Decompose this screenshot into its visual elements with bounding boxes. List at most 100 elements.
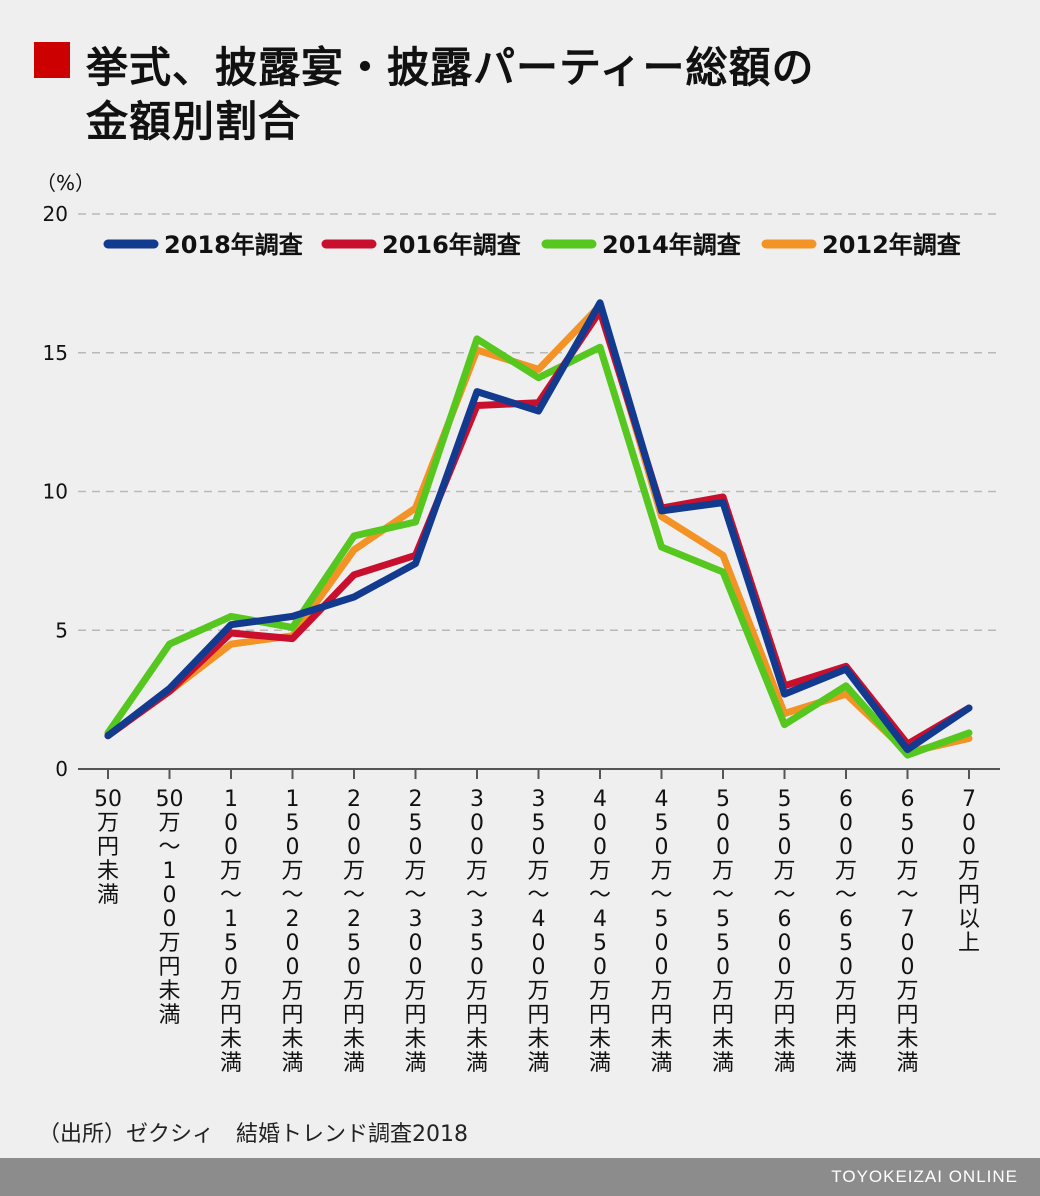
category-label-11-char-4: 〜 [773, 883, 795, 908]
category-label-3-char-6: 0 [286, 931, 300, 956]
category-label-1-char-6: 万 [158, 931, 180, 956]
category-label-0-char-0: 50 [94, 787, 122, 812]
category-label-10-char-7: 0 [716, 955, 730, 980]
series-line-2016年調査 [104, 307, 973, 748]
category-label-2-char-7: 0 [224, 955, 238, 980]
category-label-14-char-0: 7 [962, 787, 976, 812]
category-label-3-char-5: 2 [286, 907, 300, 932]
category-label-5-char-0: 2 [409, 787, 423, 812]
series-line-2018年調査 [104, 299, 973, 754]
footer-bar: TOYOKEIZAI ONLINE [0, 1158, 1040, 1196]
category-label-4-char-6: 5 [347, 931, 361, 956]
category-label-9-char-9: 円 [650, 1003, 672, 1028]
category-label-2-char-2: 0 [224, 835, 238, 860]
category-label-12-char-5: 6 [839, 907, 853, 932]
category-label-6-char-5: 3 [470, 907, 484, 932]
category-label-12-char-2: 0 [839, 835, 853, 860]
category-label-10-char-4: 〜 [712, 883, 734, 908]
legend-label-2016年調査: 2016年調査 [382, 231, 521, 259]
category-label-3-char-4: 〜 [281, 883, 303, 908]
category-label-5-char-8: 万 [404, 979, 426, 1004]
category-label-12-char-3: 万 [835, 859, 857, 884]
category-label-5-char-6: 0 [409, 931, 423, 956]
category-label-6-char-2: 0 [470, 835, 484, 860]
category-label-3-char-8: 万 [281, 979, 303, 1004]
category-label-6-char-6: 5 [470, 931, 484, 956]
category-label-13-char-9: 円 [896, 1003, 918, 1028]
category-label-13-char-7: 0 [901, 955, 915, 980]
category-label-7-char-11: 満 [527, 1051, 549, 1076]
category-label-7-char-1: 5 [532, 811, 546, 836]
category-labels: 50万円未満50万〜100万円未満100万〜150万円未満150万〜200万円未… [94, 787, 980, 1076]
category-label-5-char-10: 未 [404, 1027, 426, 1052]
category-label-12-char-6: 5 [839, 931, 853, 956]
category-label-4-char-3: 万 [343, 859, 365, 884]
category-label-7-char-2: 0 [532, 835, 546, 860]
category-label-3-char-7: 0 [286, 955, 300, 980]
category-label-5-char-3: 万 [404, 859, 426, 884]
category-label-2-char-9: 円 [220, 1003, 242, 1028]
category-label-12-char-1: 0 [839, 811, 853, 836]
legend-label-2014年調査: 2014年調査 [602, 231, 741, 259]
category-label-5-char-5: 3 [409, 907, 423, 932]
category-label-11-char-11: 満 [773, 1051, 795, 1076]
category-label-1-char-8: 未 [158, 979, 180, 1004]
category-label-12-char-8: 万 [835, 979, 857, 1004]
category-label-5-char-1: 5 [409, 811, 423, 836]
category-label-2-char-3: 万 [220, 859, 242, 884]
category-label-12-char-4: 〜 [835, 883, 857, 908]
category-label-3-char-0: 1 [286, 787, 300, 812]
category-label-1-char-2: 〜 [158, 835, 180, 860]
category-label-6-char-8: 万 [466, 979, 488, 1004]
category-label-8-char-1: 0 [593, 811, 607, 836]
category-label-10-char-6: 5 [716, 931, 730, 956]
category-label-10-char-2: 0 [716, 835, 730, 860]
category-label-13-char-10: 未 [896, 1027, 918, 1052]
category-label-2-char-0: 1 [224, 787, 238, 812]
category-label-6-char-11: 満 [466, 1051, 488, 1076]
category-label-9-char-6: 0 [655, 931, 669, 956]
category-label-9-char-0: 4 [655, 787, 669, 812]
category-label-11-char-1: 5 [778, 811, 792, 836]
category-label-12-char-0: 6 [839, 787, 853, 812]
category-label-4-char-7: 0 [347, 955, 361, 980]
category-label-9-char-10: 未 [650, 1027, 672, 1052]
category-label-12-char-10: 未 [835, 1027, 857, 1052]
category-label-14-char-4: 円 [958, 883, 980, 908]
category-label-1-char-0: 50 [156, 787, 184, 812]
category-label-2-char-6: 5 [224, 931, 238, 956]
category-label-1-char-4: 0 [163, 883, 177, 908]
category-label-14-char-2: 0 [962, 835, 976, 860]
category-label-1-char-3: 1 [163, 859, 177, 884]
category-label-6-char-1: 0 [470, 811, 484, 836]
category-label-13-char-5: 7 [901, 907, 915, 932]
category-label-11-char-2: 0 [778, 835, 792, 860]
category-label-6-char-7: 0 [470, 955, 484, 980]
category-label-1-char-5: 0 [163, 907, 177, 932]
category-label-3-char-9: 円 [281, 1003, 303, 1028]
category-label-8-char-2: 0 [593, 835, 607, 860]
category-label-7-char-5: 4 [532, 907, 546, 932]
category-label-10-char-11: 満 [712, 1051, 734, 1076]
category-label-4-char-5: 2 [347, 907, 361, 932]
category-label-5-char-11: 満 [404, 1051, 426, 1076]
category-label-11-char-5: 6 [778, 907, 792, 932]
category-label-12-char-11: 満 [835, 1051, 857, 1076]
chart-title-line-2: 金額別割合 [86, 97, 302, 146]
category-label-9-char-2: 0 [655, 835, 669, 860]
category-label-10-char-0: 5 [716, 787, 730, 812]
category-label-10-char-5: 5 [716, 907, 730, 932]
title-marker [34, 42, 70, 78]
category-label-5-char-2: 0 [409, 835, 423, 860]
category-label-2-char-11: 満 [220, 1051, 242, 1076]
category-label-13-char-3: 万 [896, 859, 918, 884]
category-label-14-char-6: 上 [958, 931, 980, 956]
category-label-8-char-7: 0 [593, 955, 607, 980]
y-tick-label-5: 5 [55, 618, 68, 642]
category-label-3-char-2: 0 [286, 835, 300, 860]
category-label-8-char-8: 万 [589, 979, 611, 1004]
series-line-2012年調査 [104, 302, 973, 756]
category-label-1-char-9: 満 [158, 1003, 180, 1028]
series-lines [104, 299, 973, 759]
category-label-7-char-6: 0 [532, 931, 546, 956]
